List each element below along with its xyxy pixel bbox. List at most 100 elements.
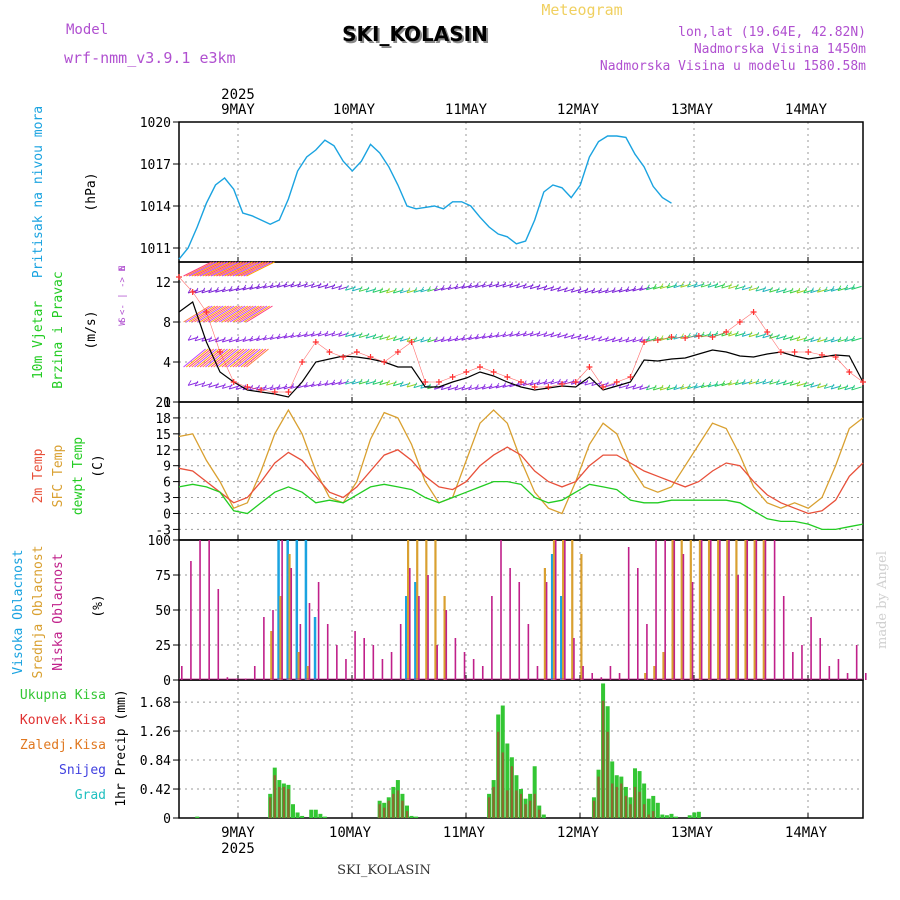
wind-barb-flag [817,336,821,343]
wind-barb-flag [782,334,787,340]
low-cloud-bar [199,540,201,680]
wind-barb-flag [618,286,623,293]
wind-barb-flag [570,333,575,339]
low-cloud-bar [673,540,676,680]
low-cloud-bar [865,673,867,680]
wind-barb-flag [317,380,322,387]
mid-cloud-bar [543,568,546,680]
wind-barb-flag [687,332,691,339]
station-title: SKI_KOLASIN [344,24,490,48]
wind-barb-flag [776,333,780,340]
wind-barb-flag [440,284,445,291]
wind-barb-flag [495,281,500,288]
wind-barb-flag [700,382,705,388]
wind-barb-flag [324,380,329,386]
wind-barb-flag [810,287,814,293]
wind-barb-flag [577,334,582,340]
low-cloud-bar [463,652,466,680]
total-precip-bar [660,814,665,818]
wind-barb-flag [830,286,835,292]
wind-barb-flag [652,335,657,342]
wind-barb-flag [584,287,589,294]
convective-precip-bar [629,804,632,818]
y-tick-label: 12 [155,276,171,291]
wind-barb [851,386,862,391]
wind-barb-flag [646,284,650,290]
year-top: 2025 [221,87,255,103]
wind-barb-flag [687,383,691,389]
wind-barb-flag [427,383,431,390]
wind-barb-flag [208,382,212,388]
wind-barb-flag [550,331,554,338]
wind-streak [246,261,275,277]
y-tick-label: 1011 [140,242,171,257]
wind-barb-flag [331,283,336,290]
wind-barb-flag [728,283,732,289]
wind-barb-flag [584,379,589,386]
wind-barb-flag [837,384,842,390]
wind-streak [221,261,251,277]
wind-streak [235,261,264,277]
wind-barb-flag [372,287,377,293]
y-tick-label: 15 [155,428,171,443]
total-precip-bar [696,811,701,818]
low-cloud-bar [427,575,429,680]
low-cloud-bar [700,540,703,680]
total-precip-bar [505,743,510,818]
wind-streak [207,348,231,368]
mid-cloud-bar [571,540,574,680]
wind-barb-flag [345,331,349,337]
model-elevation-text: Nadmorska Visina u modelu 1580.58m [600,59,866,74]
total-precip-bar [414,816,419,818]
wind-barb-flag [365,286,370,293]
wind-barb-flag [310,331,315,337]
wind-barb-flag [509,331,513,337]
y-tick-label: 1020 [140,116,171,131]
dewpt-label: dewpt Temp [71,437,86,515]
wind-barb-flag [194,335,199,342]
wind-barb-flag [399,381,404,387]
wind-barb-flag [680,384,684,390]
day-label-top: 13MAY [671,102,714,118]
wind-barb-flag [830,336,835,343]
cloud-axis-title: Visoka Oblacnost Srednja Oblacnost Niska… [11,545,106,678]
wind-barb-flag [365,332,370,339]
wind-barb-flag [263,282,267,289]
wind-barb-flag [823,286,828,292]
y-tick-label: 6 [163,476,171,491]
convective-precip-bar [538,809,541,818]
wind-barb-flag [304,331,308,337]
wind-streak [191,261,220,277]
wind-barb-flag [563,332,568,339]
wind-streak [218,348,242,368]
y-tick-label: 3 [163,492,171,507]
wind-barb-flag [618,336,623,343]
temp-axis-title: 2m Temp SFC Temp dewpt Temp (C) [31,437,106,515]
wind-barb-flag [762,332,767,338]
wind-streak [216,261,245,277]
wind-barb-flag [221,383,226,389]
wind-streak [207,261,237,277]
day-label-bottom: 13MAY [671,825,714,841]
day-label-bottom: 11MAY [443,825,486,841]
mid-cloud-bar [580,554,583,680]
low-cloud-label: Niska Oblacnost [51,553,66,670]
wind-barb-flag [734,330,739,337]
wind-barb-flag [666,334,671,341]
wind-barb-flag [392,287,397,294]
wind-barb-flag [263,334,267,341]
total-precip-bar [318,813,323,818]
wind-barb [851,285,862,290]
wind-barb-flag [632,383,637,390]
mid-cloud-bar [726,540,729,680]
low-cloud-bar [263,617,265,680]
wind-barb-flag [851,284,855,290]
legend-total: Ukupna Kisa [20,688,106,703]
wind-barb-flag [372,333,377,339]
wind-barb-flag [714,330,719,337]
wind-barb-flag [529,283,534,289]
wind-streak [205,261,234,277]
wind-streak [202,305,229,323]
panel-frame [178,121,864,263]
high-cloud-bar [313,617,317,680]
